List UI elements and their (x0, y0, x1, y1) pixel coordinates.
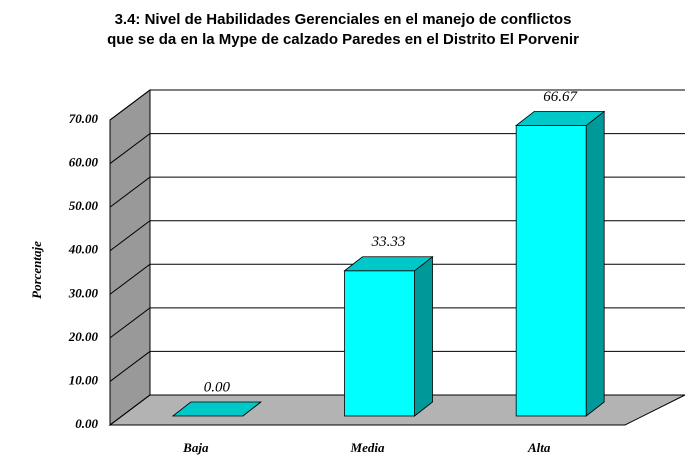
chart-title: que se da en la Mype de calzado Paredes … (107, 31, 579, 48)
data-label: 0.00 (204, 379, 231, 395)
x-tick-label: Media (350, 440, 385, 455)
bar-side (414, 255, 433, 417)
data-label: 33.33 (371, 234, 406, 250)
grid-line (109, 176, 685, 208)
chart-title: 3.4: Nivel de Habilidades Gerenciales en… (115, 11, 572, 28)
x-tick-label: Alta (527, 440, 551, 455)
grid-line (109, 133, 685, 164)
y-tick-label: 20.00 (68, 329, 99, 344)
grid-line (109, 394, 685, 426)
grid-line (109, 307, 685, 339)
bar-top (515, 111, 606, 126)
bar-side (585, 110, 605, 417)
bar (515, 125, 587, 417)
y-tick-label: 70.00 (69, 111, 99, 126)
side-wall (109, 89, 151, 426)
grid-line (109, 89, 685, 121)
y-tick-label: 0.00 (75, 416, 98, 431)
bar-top (343, 256, 434, 272)
y-tick-label: 40.00 (68, 242, 99, 257)
bar (344, 270, 415, 417)
grid-line (109, 220, 685, 252)
data-label: 66.67 (543, 89, 578, 105)
y-axis-label: Porcentaje (29, 241, 44, 299)
y-tick-label: 30.00 (68, 285, 99, 300)
bar-top (171, 401, 262, 417)
grid-line (109, 263, 685, 295)
y-tick-label: 10.00 (69, 372, 99, 387)
y-tick-label: 50.00 (69, 198, 99, 213)
y-tick-label: 60.00 (69, 155, 99, 170)
x-tick-label: Baja (182, 440, 209, 455)
grid-line (109, 350, 685, 382)
